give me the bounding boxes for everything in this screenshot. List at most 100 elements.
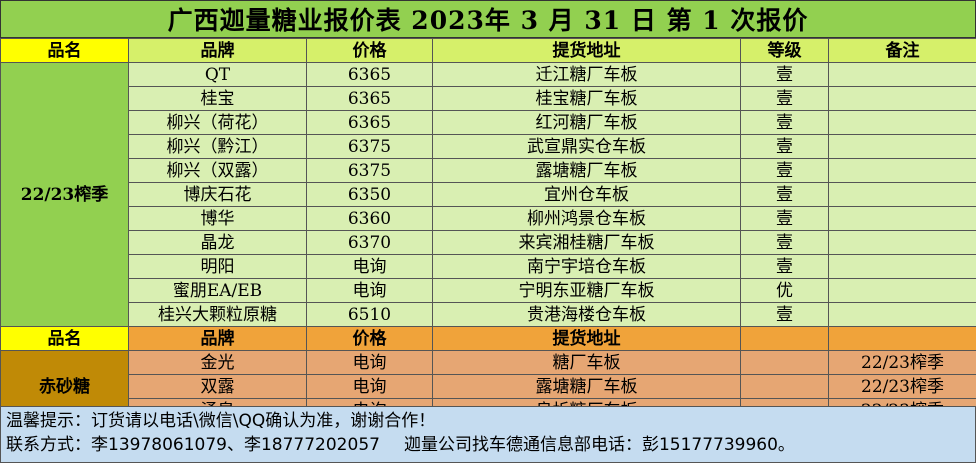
cell-note xyxy=(828,110,976,135)
cell-grade xyxy=(740,350,829,375)
cell-grade: 壹 xyxy=(740,158,829,183)
cell-price: 6375 xyxy=(306,134,433,159)
cell-address: 红河糖厂车板 xyxy=(432,110,741,135)
table-row: 博华 6360 柳州鸿景仓车板壹 xyxy=(1,206,976,231)
header-category: 品名 xyxy=(0,326,129,351)
header-brand: 品牌 xyxy=(128,326,307,351)
cell-brand: 博华 xyxy=(128,206,307,231)
cell-brand: 桂兴大颗粒原糖 xyxy=(128,302,307,327)
cell-brand: 明阳 xyxy=(128,254,307,279)
cell-address: 武宣鼎实仓车板 xyxy=(432,134,741,159)
cell-grade xyxy=(740,374,829,399)
cell-address: 柳州鸿景仓车板 xyxy=(432,206,741,231)
table-row: 22/23榨季 QT 6365 迁江糖厂车板壹 xyxy=(0,62,976,327)
table-row: 柳兴（荷花） 6365 红河糖厂车板壹 xyxy=(1,110,976,135)
cell-price: 6350 xyxy=(306,182,433,207)
cell-note xyxy=(828,182,976,207)
section2-header-row: 品名 品牌 价格 提货地址 xyxy=(0,326,976,351)
cell-address: 露塘糖厂车板 xyxy=(432,374,741,399)
cell-grade: 壹 xyxy=(740,134,829,159)
cell-grade: 壹 xyxy=(740,62,829,87)
cell-price: 6360 xyxy=(306,206,433,231)
table-row: 桂宝 6365 桂宝糖厂车板壹 xyxy=(1,86,976,111)
table-row: 赤砂糖 金光 电询 糖厂车板 22/23榨季 xyxy=(0,350,976,423)
header-note: 备注 xyxy=(828,38,976,63)
cell-price: 电询 xyxy=(306,254,433,279)
cell-grade: 壹 xyxy=(740,302,829,327)
cell-price: 6365 xyxy=(306,62,433,87)
header-grade xyxy=(740,326,829,351)
cell-address: 糖厂车板 xyxy=(432,350,741,375)
cell-address: 宁明东亚糖厂车板 xyxy=(432,278,741,303)
cell-price: 6365 xyxy=(306,86,433,111)
category-cell: 22/23榨季 xyxy=(0,62,129,327)
table-row: 柳兴（双露） 6375 露塘糖厂车板壹 xyxy=(1,158,976,183)
table-row: 柳兴（黔江） 6375 武宣鼎实仓车板壹 xyxy=(1,134,976,159)
cell-grade: 壹 xyxy=(740,86,829,111)
header-brand: 品牌 xyxy=(128,38,307,63)
cell-brand: 桂宝 xyxy=(128,86,307,111)
cell-price: 6510 xyxy=(306,302,433,327)
footer-contact: 联系方式：李13978061079、李18777202057 xyxy=(6,435,380,455)
cell-brand: 金光 xyxy=(128,350,307,375)
cell-price: 电询 xyxy=(306,350,433,375)
cell-price: 6365 xyxy=(306,110,433,135)
sheet-title: 广西迦量糖业报价表 2023年 3 月 31 日 第 1 次报价 xyxy=(0,0,976,38)
cell-address: 来宾湘桂糖厂车板 xyxy=(432,230,741,255)
cell-note xyxy=(828,86,976,111)
cell-note xyxy=(828,302,976,327)
cell-note: 22/23榨季 xyxy=(828,350,976,375)
cell-brand: QT xyxy=(128,62,307,87)
table-row: 桂兴大颗粒原糖 6510 贵港海楼仓车板壹 xyxy=(1,302,976,327)
cell-grade: 优 xyxy=(740,278,829,303)
section1-header-row: 品名 品牌 价格 提货地址 等级 备注 xyxy=(0,38,976,63)
cell-brand: 柳兴（黔江） xyxy=(128,134,307,159)
cell-brand: 双露 xyxy=(128,374,307,399)
price-table: 品名 品牌 价格 提货地址 等级 备注 22/23榨季 QT 6365 迁江糖厂车板壹桂宝 6365… xyxy=(0,38,976,423)
header-note xyxy=(828,326,976,351)
header-category: 品名 xyxy=(0,38,129,63)
cell-price: 电询 xyxy=(306,374,433,399)
header-price: 价格 xyxy=(306,326,433,351)
cell-grade: 壹 xyxy=(740,182,829,207)
cell-note xyxy=(828,134,976,159)
cell-grade: 壹 xyxy=(740,110,829,135)
header-grade: 等级 xyxy=(740,38,829,63)
table-row: 明阳 电询 南宁宇培仓车板壹 xyxy=(1,254,976,279)
cell-price: 6375 xyxy=(306,158,433,183)
table-row: 蜜朋EA/EB 电询 宁明东亚糖厂车板优 xyxy=(1,278,976,303)
cell-grade: 壹 xyxy=(740,254,829,279)
cell-brand: 柳兴（荷花） xyxy=(128,110,307,135)
cell-brand: 蜜朋EA/EB xyxy=(128,278,307,303)
cell-price: 6370 xyxy=(306,230,433,255)
cell-address: 南宁宇培仓车板 xyxy=(432,254,741,279)
cell-brand: 晶龙 xyxy=(128,230,307,255)
header-address: 提货地址 xyxy=(432,38,741,63)
cell-address: 贵港海楼仓车板 xyxy=(432,302,741,327)
table-row: 晶龙 6370 来宾湘桂糖厂车板壹 xyxy=(1,230,976,255)
cell-address: 宜州仓车板 xyxy=(432,182,741,207)
cell-note xyxy=(828,278,976,303)
cell-note xyxy=(828,254,976,279)
cell-address: 露塘糖厂车板 xyxy=(432,158,741,183)
footer-contact-line: 联系方式：李13978061079、李18777202057 迦量公司找车德通信息… xyxy=(6,433,975,457)
footer-tip: 温馨提示：订货请以电话\微信\QQ确认为准，谢谢合作！ xyxy=(6,411,436,431)
cell-grade: 壹 xyxy=(740,206,829,231)
cell-brand: 柳兴（双露） xyxy=(128,158,307,183)
cell-address: 迁江糖厂车板 xyxy=(432,62,741,87)
cell-note xyxy=(828,206,976,231)
cell-price: 电询 xyxy=(306,278,433,303)
footer-logistics: 迦量公司找车德通信息部电话：彭15177739960。 xyxy=(403,435,795,455)
cell-note xyxy=(828,230,976,255)
header-address: 提货地址 xyxy=(432,326,741,351)
cell-note xyxy=(828,158,976,183)
cell-address: 桂宝糖厂车板 xyxy=(432,86,741,111)
cell-brand: 博庆石花 xyxy=(128,182,307,207)
header-price: 价格 xyxy=(306,38,433,63)
table-row: 博庆石花 6350 宜州仓车板壹 xyxy=(1,182,976,207)
footer-notes: 温馨提示：订货请以电话\微信\QQ确认为准，谢谢合作！ 联系方式：李139780… xyxy=(0,406,976,463)
table-row: 双露 电询 露塘糖厂车板 22/23榨季 xyxy=(1,374,976,399)
cell-note: 22/23榨季 xyxy=(828,374,976,399)
cell-note xyxy=(828,62,976,87)
